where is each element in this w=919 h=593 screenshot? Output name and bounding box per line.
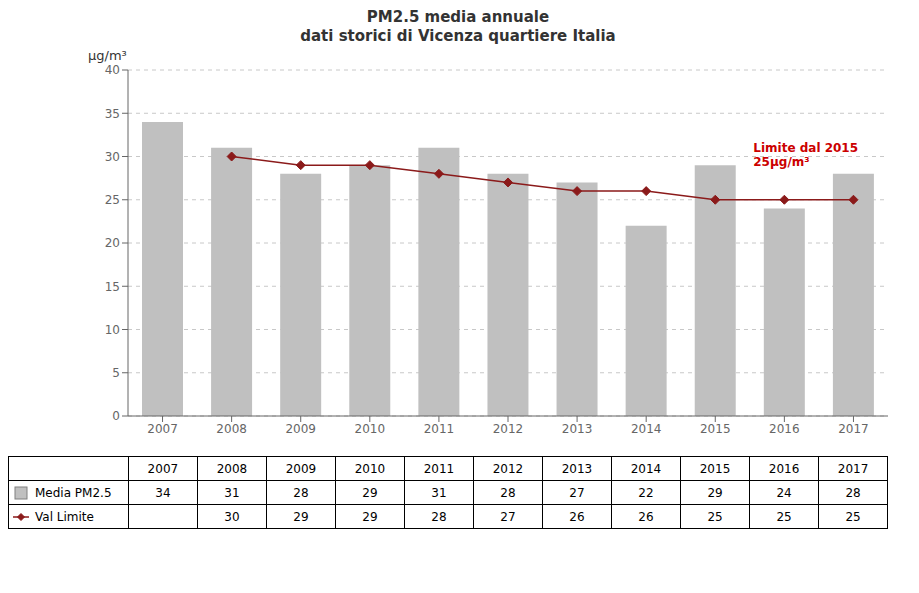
- svg-text:20: 20: [105, 236, 120, 250]
- html-text:dati storici di Vicenza quarti: dati storici di Vicenza quartiere Italia: [300, 27, 616, 45]
- html-text:μg/m³: μg/m³: [88, 48, 127, 63]
- html-text:2011: 2011: [423, 461, 455, 476]
- html-text:26: 26: [569, 509, 585, 524]
- svg-text:2014: 2014: [631, 422, 662, 436]
- svg-text:2016: 2016: [769, 422, 800, 436]
- svg-text:2010: 2010: [355, 422, 386, 436]
- html-text:24: 24: [776, 485, 792, 500]
- svg-text:25: 25: [105, 193, 120, 207]
- svg-text:2008: 2008: [216, 422, 247, 436]
- svg-text:40: 40: [105, 63, 120, 77]
- html-text:28: 28: [293, 485, 309, 500]
- svg-text:2015: 2015: [700, 422, 731, 436]
- html-text:27: 27: [569, 485, 585, 500]
- html-text:29: 29: [362, 509, 378, 524]
- html-text:30: 30: [224, 509, 240, 524]
- html-text:29: 29: [707, 485, 723, 500]
- html-text:27: 27: [500, 509, 516, 524]
- html-text:2017: 2017: [837, 461, 869, 476]
- html-text:25: 25: [845, 509, 861, 524]
- svg-text:0: 0: [112, 409, 120, 423]
- html-text:28: 28: [431, 509, 447, 524]
- html-text:Media PM2.5: Media PM2.5: [35, 485, 112, 500]
- html-text:28: 28: [845, 485, 861, 500]
- html-text:PM2.5 media annuale: PM2.5 media annuale: [366, 8, 550, 26]
- html-text:2015: 2015: [699, 461, 731, 476]
- svg-text:2012: 2012: [493, 422, 524, 436]
- svg-text:15: 15: [105, 280, 120, 294]
- html-text:25: 25: [776, 509, 792, 524]
- html-text:31: 31: [224, 485, 240, 500]
- html-text:2007: 2007: [147, 461, 179, 476]
- html-text:2010: 2010: [354, 461, 386, 476]
- html-text:25: 25: [707, 509, 723, 524]
- svg-text:10: 10: [105, 323, 120, 337]
- html-text:26: 26: [638, 509, 654, 524]
- svg-text:30: 30: [105, 150, 120, 164]
- svg-text:2009: 2009: [285, 422, 316, 436]
- svg-text:2017: 2017: [838, 422, 869, 436]
- html-text:29: 29: [362, 485, 378, 500]
- html-text:25μg/m³: 25μg/m³: [753, 154, 810, 169]
- svg-text:2011: 2011: [424, 422, 455, 436]
- html-text:2013: 2013: [561, 461, 593, 476]
- html-text:2016: 2016: [768, 461, 800, 476]
- svg-text:2007: 2007: [147, 422, 178, 436]
- html-text:31: 31: [431, 485, 447, 500]
- html-text:22: 22: [638, 485, 654, 500]
- html-text:Limite dal 2015: Limite dal 2015: [753, 140, 859, 155]
- html-text:2014: 2014: [630, 461, 662, 476]
- html-text:28: 28: [500, 485, 516, 500]
- html-text:34: 34: [155, 485, 171, 500]
- svg-text:5: 5: [112, 366, 120, 380]
- svg-text:35: 35: [105, 107, 120, 121]
- html-text:2008: 2008: [216, 461, 248, 476]
- html-text:2012: 2012: [492, 461, 524, 476]
- html-text:2009: 2009: [285, 461, 317, 476]
- html-text:29: 29: [293, 509, 309, 524]
- svg-text:2013: 2013: [562, 422, 593, 436]
- html-text:Val Limite: Val Limite: [35, 509, 94, 524]
